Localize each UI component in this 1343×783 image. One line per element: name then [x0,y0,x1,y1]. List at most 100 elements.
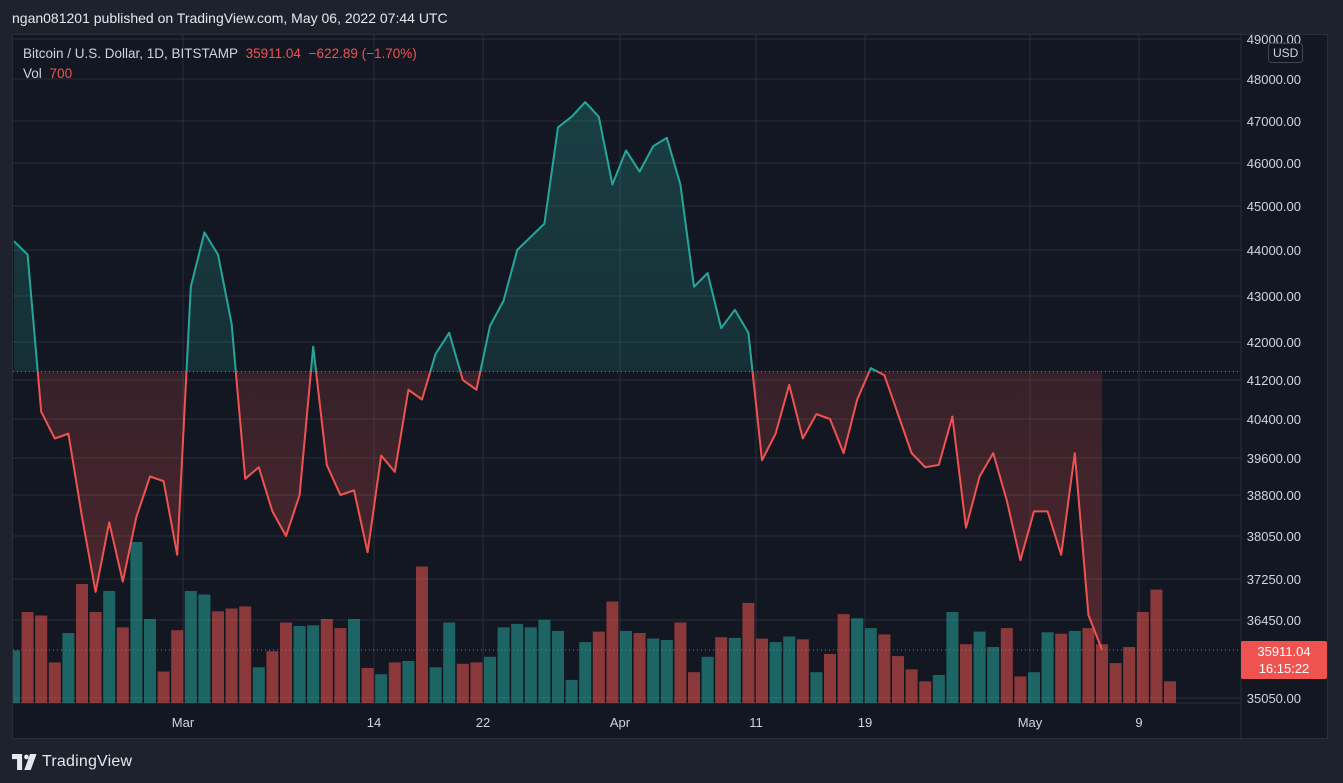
volume-bar [130,542,143,703]
volume-bar [48,662,61,703]
price-change-value: −622.89 (−1.70%) [308,46,417,61]
volume-bar [266,651,279,703]
volume-bar [103,591,116,703]
volume-bar [239,606,252,703]
volume-bar [1028,672,1040,703]
volume-bar [184,591,197,703]
volume-bar [429,667,442,703]
footer: TradingView [12,750,132,774]
volume-bar [919,681,932,703]
price-tick-label: 37250.00 [1247,572,1301,587]
volume-bar [470,662,483,703]
publish-header: ngan081201 published on TradingView.com,… [0,0,1343,34]
volume-bar [715,637,728,703]
volume-bar [769,642,782,703]
volume-bar [973,631,986,703]
price-tick-label: 40400.00 [1247,412,1301,427]
brand-name[interactable]: TradingView [42,753,133,770]
volume-bar [157,671,170,703]
volume-bar [416,566,428,703]
time-tick-label: Apr [610,715,631,730]
volume-bar [348,619,360,703]
volume-bar [89,612,102,703]
time-tick-label: 11 [749,715,763,730]
volume-bar [1164,681,1176,703]
published-info: ngan081201 published on TradingView.com,… [12,10,448,26]
volume-bar [688,672,700,703]
volume-bar [511,623,524,703]
volume-bar [905,669,918,703]
volume-bar [443,622,456,703]
volume-bar [307,625,320,703]
time-tick-label: 9 [1135,715,1142,730]
volume-bar [388,662,401,703]
volume-bar [1068,630,1081,703]
price-chart[interactable]: Mar 14 22 Apr 11 19 May 9 35050.00 36450.00 37250… [13,35,1329,740]
price-tick-label: 44000.00 [1247,243,1301,258]
chart-pane[interactable]: Mar 14 22 Apr 11 19 May 9 35050.00 36450.00 37250… [12,34,1329,740]
price-line-above [13,101,880,372]
volume-bar [212,611,224,703]
volume-bar [647,638,660,703]
volume-bar [592,631,605,703]
volume-bar [837,614,850,703]
volume-bar [1150,589,1163,703]
price-tick-label: 42000.00 [1247,335,1301,350]
area-above-baseline [14,102,1102,372]
tradingview-logo-icon [12,754,37,770]
price-tick-label: 35050.00 [1247,691,1301,706]
volume-bar [783,636,796,703]
time-tick-label: 14 [367,715,381,730]
last-price-value: 35911.04 [245,46,301,61]
time-axis[interactable]: Mar 14 22 Apr 11 19 May 9 [172,715,1143,730]
currency-badge[interactable]: USD [1268,43,1304,63]
price-tick-label: 47000.00 [1247,114,1301,129]
volume-bar [742,602,755,703]
price-tick-label: 46000.00 [1247,156,1301,171]
price-line-below [36,371,1103,651]
volume-bar [293,626,306,703]
baseline-fill [14,102,1102,651]
volume-bar [116,627,129,703]
volume-bar [810,672,823,703]
symbol-title[interactable]: Bitcoin / U.S. Dollar, 1D, BITSTAMP [23,46,238,61]
volume-bar [538,619,551,703]
price-tick-label: 39600.00 [1247,451,1301,466]
volume-bar [1136,612,1149,703]
price-tick-label: 36450.00 [1247,613,1301,628]
volume-bar [320,619,333,703]
volume-bar [334,628,347,703]
volume-bar [987,647,1000,703]
volume-bar [851,618,864,703]
volume-bar [280,622,292,703]
bar-countdown: 16:15:22 [1258,661,1310,676]
price-line [13,101,1103,651]
volume-bar [756,638,768,703]
volume-bar [960,644,972,703]
volume-bar [1014,676,1027,703]
volume-bar [13,650,20,703]
last-price-tag: 35911.04 16:15:22 [1241,641,1327,679]
volume-bar [21,612,34,703]
volume-bar [620,630,632,703]
volume-bar [252,667,265,703]
last-price-label: 35911.04 [1257,644,1311,659]
price-tick-label: 38800.00 [1247,488,1301,503]
price-tick-label: 43000.00 [1247,289,1301,304]
volume-bar [728,637,741,703]
volume-bar [361,668,374,703]
price-axis[interactable]: 35050.00 36450.00 37250.00 38050.00 38800.00… [1247,35,1301,706]
volume-bar [144,619,156,703]
volume-bar [497,627,510,703]
volume-bar [701,656,714,703]
volume-bar [892,656,904,703]
time-tick-label: Mar [172,715,195,730]
volume-label[interactable]: Vol [23,66,42,81]
volume-value: 700 [49,66,73,81]
volume-bar [1041,632,1054,703]
volume-bar [579,642,592,703]
price-tick-label: 45000.00 [1247,199,1301,214]
volume-bar [878,634,891,703]
time-tick-label: 22 [476,715,490,730]
volume-bar [402,661,415,703]
